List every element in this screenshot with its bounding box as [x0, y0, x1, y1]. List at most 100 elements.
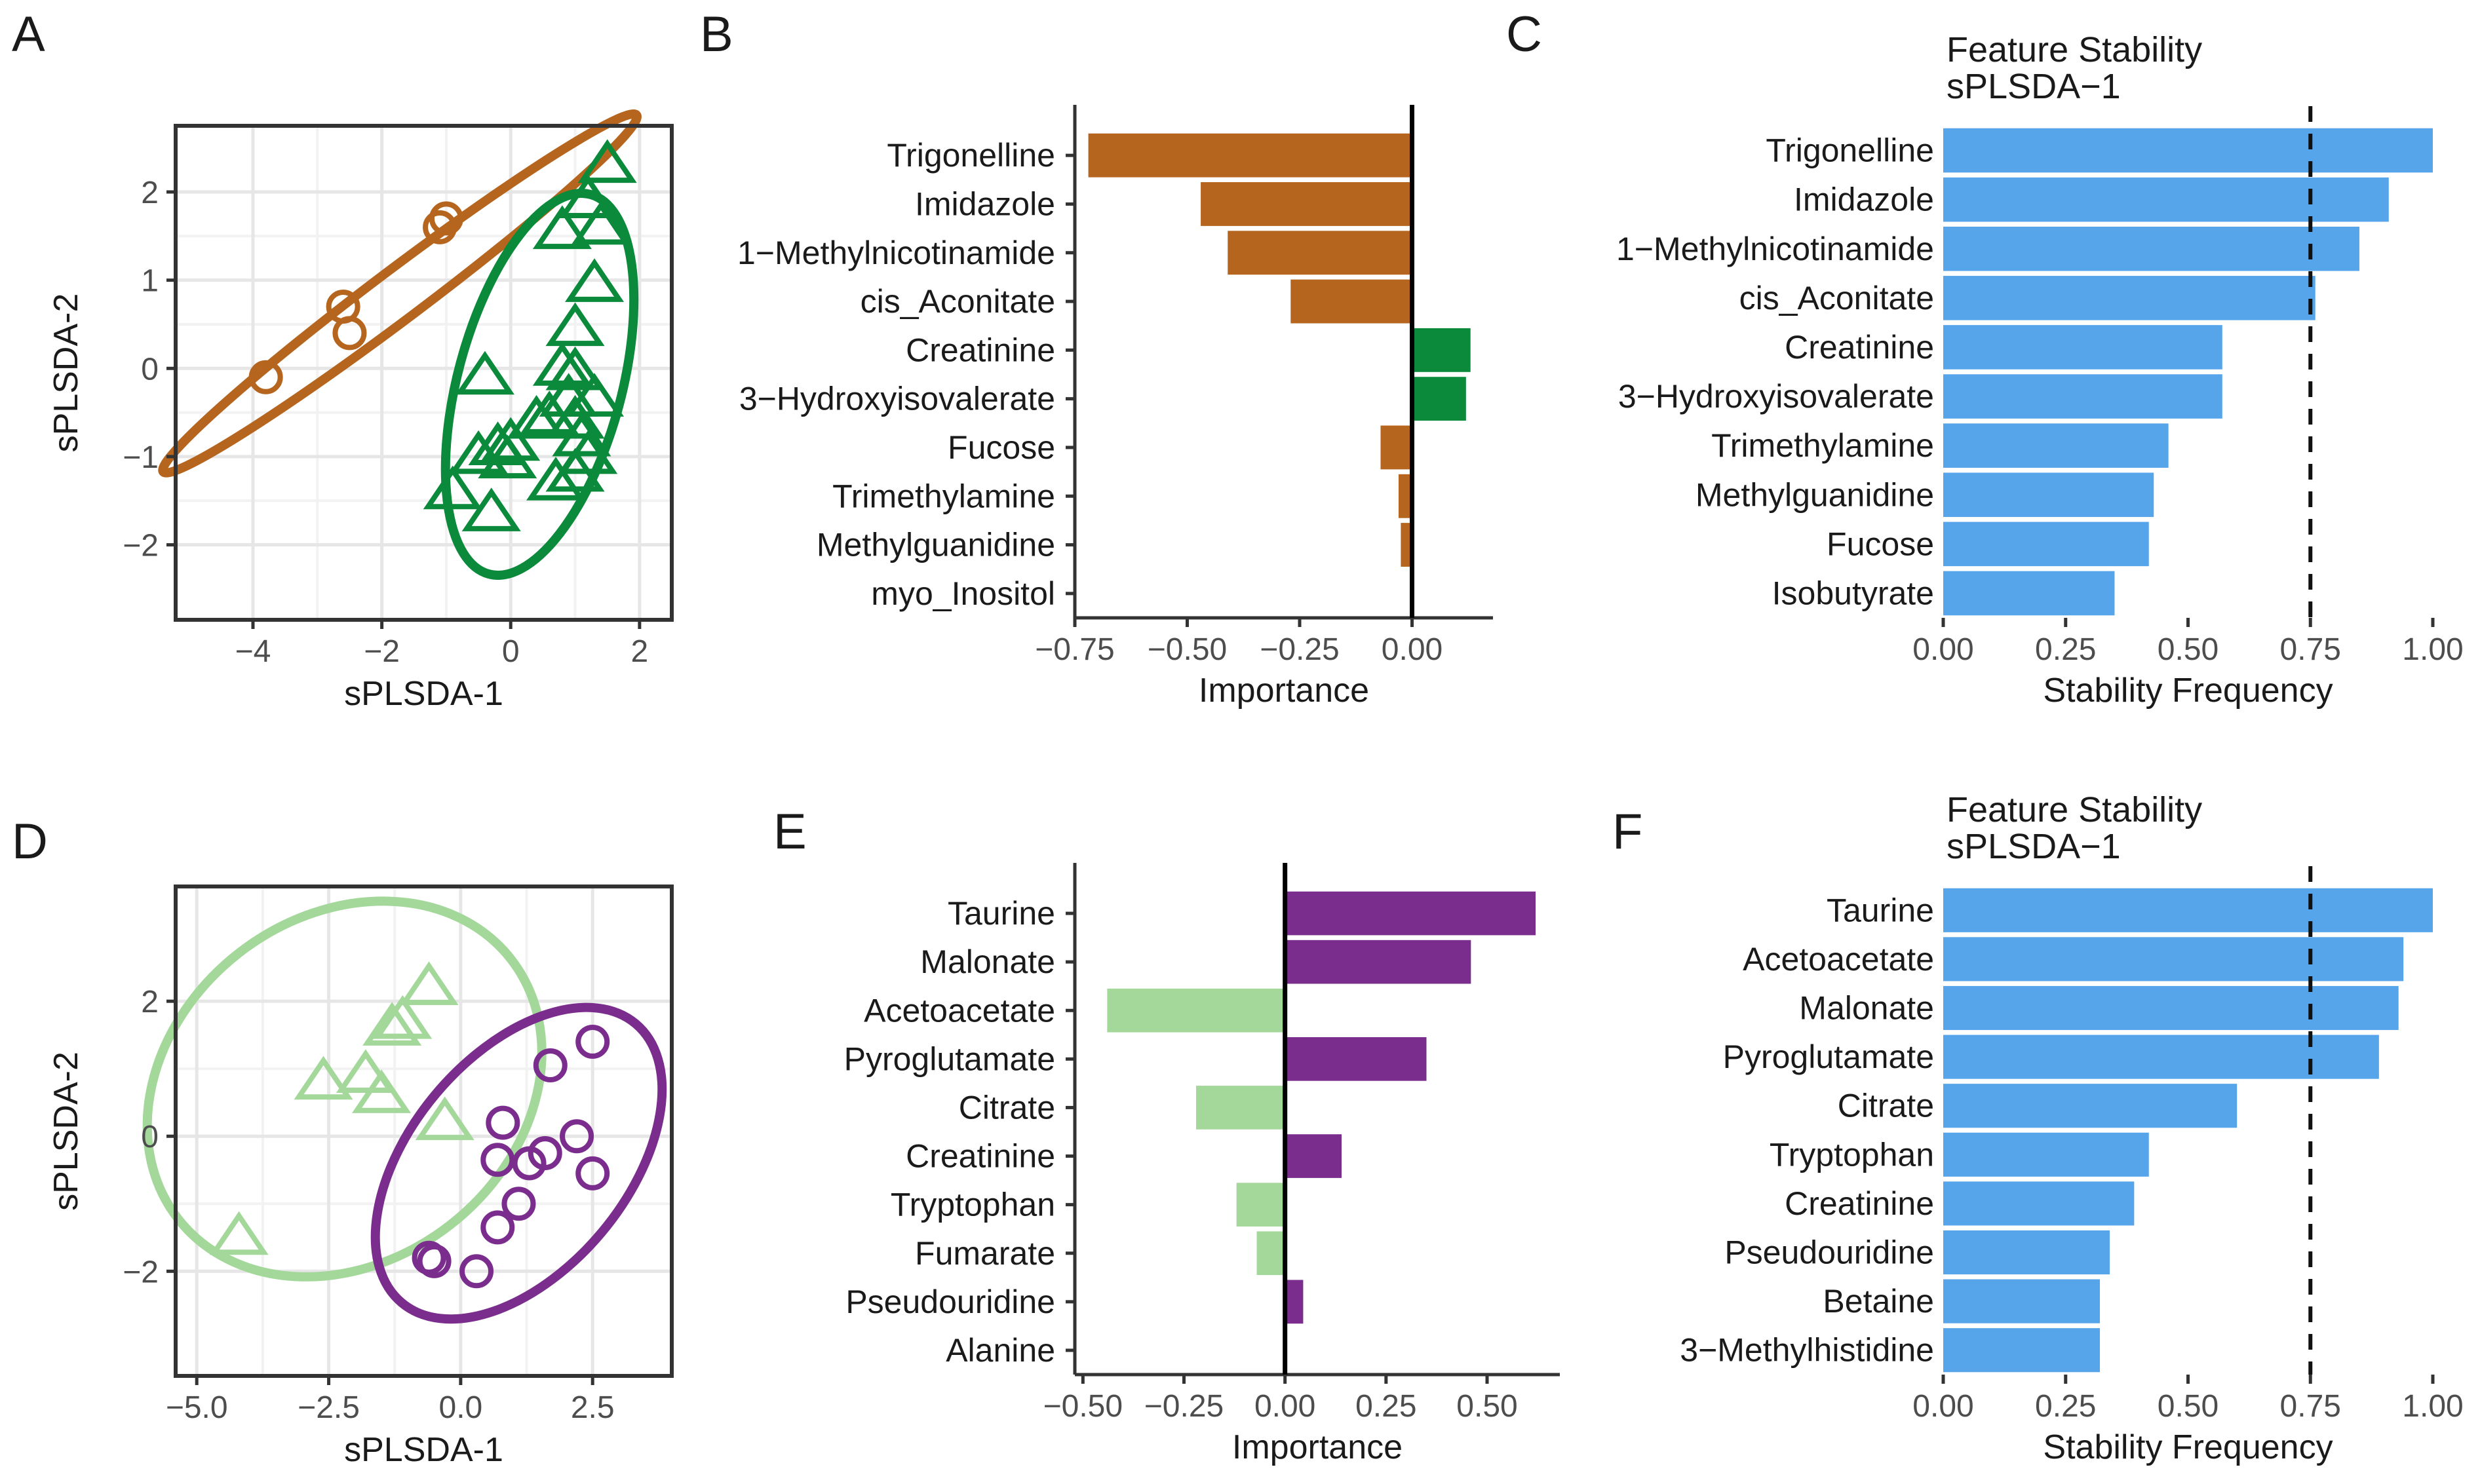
data-point-group2 [575, 1156, 610, 1190]
data-point-group2 [533, 1048, 568, 1083]
x-tick-label: −0.50 [1148, 632, 1227, 667]
bar [1401, 523, 1412, 567]
x-axis-title: sPLSDA-1 [344, 1431, 503, 1469]
category-label: 3−Hydroxyisovalerate [739, 381, 1055, 417]
bar [1943, 571, 2115, 616]
x-tick-label: 0.50 [2158, 1389, 2218, 1424]
y-axis-title: sPLSDA-2 [47, 294, 85, 453]
bar [1943, 128, 2433, 173]
data-point-group2 [526, 457, 586, 501]
y-tick-label: 0 [141, 1120, 159, 1154]
x-tick-label: 0 [502, 634, 520, 669]
bar [1943, 937, 2404, 981]
category-label: Fucose [1827, 525, 1934, 562]
data-point-group2 [560, 1119, 594, 1154]
data-point-group1 [362, 1002, 422, 1046]
x-tick-label: −0.25 [1144, 1389, 1224, 1424]
x-tick-label: 0.50 [2158, 632, 2218, 667]
x-axis-title: sPLSDA-1 [344, 675, 503, 713]
category-label: Creatinine [1785, 329, 1934, 366]
confidence-ellipse-group1 [142, 896, 547, 1282]
data-point-group2 [552, 412, 611, 457]
y-tick-label: 2 [141, 985, 159, 1019]
data-point-group2 [577, 139, 637, 183]
bar [1398, 474, 1412, 518]
chart-title: Feature Stability [1947, 30, 2202, 69]
category-label: Tryptophan [891, 1187, 1055, 1223]
category-label: Pyroglutamate [844, 1040, 1055, 1077]
bar [1943, 1132, 2149, 1177]
x-tick-label: 0.50 [1456, 1389, 1517, 1424]
bar [1285, 940, 1471, 984]
bar [1943, 1084, 2238, 1128]
category-label: Trigonelline [1766, 132, 1934, 169]
data-point-group2 [512, 1146, 547, 1181]
x-tick-label: 0.0 [439, 1390, 483, 1425]
bar [1943, 1181, 2135, 1226]
category-label: Citrate [959, 1089, 1055, 1126]
bar [1943, 472, 2154, 518]
category-label: myo_Inositol [871, 575, 1055, 612]
bar [1196, 1086, 1285, 1130]
data-point-group2 [545, 447, 605, 492]
category-label: Acetoacetate [1743, 941, 1934, 978]
data-point-group1 [332, 316, 367, 351]
x-tick-label: 2 [630, 634, 648, 669]
category-label: Trimethylamine [1711, 427, 1934, 464]
x-tick-label: −0.25 [1260, 632, 1339, 667]
category-label: Malonate [920, 943, 1055, 980]
bar [1290, 279, 1412, 324]
bar [1943, 276, 2315, 320]
chart-title: Feature Stability [1947, 790, 2202, 829]
data-point-group2 [423, 465, 482, 510]
x-tick-label: 1.00 [2402, 632, 2463, 667]
bar [1088, 133, 1412, 178]
x-axis-title: Importance [1232, 1428, 1403, 1466]
data-point-group1 [209, 1211, 269, 1255]
bar [1943, 423, 2169, 468]
panel-letter-c: C [1506, 7, 1542, 62]
x-tick-label: 0.00 [1912, 632, 1973, 667]
category-label: Fucose [948, 429, 1055, 466]
y-tick-label: −2 [123, 1255, 159, 1289]
bar [1285, 1134, 1342, 1178]
data-point-group2 [480, 1210, 515, 1245]
data-point-group2 [481, 417, 541, 461]
bar [1943, 522, 2149, 567]
x-tick-label: 0.75 [2280, 1389, 2341, 1424]
category-label: Imidazole [1794, 181, 1934, 218]
panel-letter-e: E [773, 804, 807, 860]
bar [1236, 1183, 1285, 1227]
data-point-group2 [480, 1143, 515, 1177]
scatter-panel-a: −4 −2 0 2 −2 −1 0 1 2 sPLSDA-1 sPLSDA-2 [47, 109, 674, 713]
panel-letter-b: B [700, 7, 733, 62]
data-point-group1 [415, 1096, 475, 1141]
data-point-group1 [423, 210, 457, 244]
bar [1201, 182, 1412, 226]
data-point-group2 [455, 351, 514, 395]
bar [1943, 1328, 2101, 1373]
category-label: Malonate [1799, 990, 1934, 1027]
x-tick-label: −0.50 [1043, 1389, 1123, 1424]
y-tick-label: −2 [123, 529, 159, 563]
x-tick-label: 0.25 [2035, 632, 2096, 667]
data-point-group2 [545, 302, 605, 347]
data-point-group2 [501, 1187, 536, 1221]
bar [1943, 226, 2359, 271]
category-label: Trimethylamine [832, 478, 1055, 514]
bar [1943, 374, 2222, 419]
category-label: 3−Hydroxyisovalerate [1618, 378, 1934, 415]
bar-panel-c: Trigonelline Imidazole 1−Methylnicotinamid… [1616, 30, 2464, 710]
bar [1228, 231, 1412, 275]
category-label: 3−Methylhistidine [1680, 1332, 1934, 1369]
category-label: Imidazole [915, 185, 1055, 222]
data-point-group2 [520, 390, 579, 434]
x-tick-label: 0.00 [1382, 632, 1443, 667]
data-point-group2 [575, 1024, 610, 1059]
data-point-group1 [373, 995, 433, 1039]
bar [1943, 325, 2222, 370]
panel-letter-f: F [1612, 804, 1642, 860]
y-tick-label: −1 [123, 440, 159, 475]
category-label: 1−Methylnicotinamide [737, 235, 1055, 271]
